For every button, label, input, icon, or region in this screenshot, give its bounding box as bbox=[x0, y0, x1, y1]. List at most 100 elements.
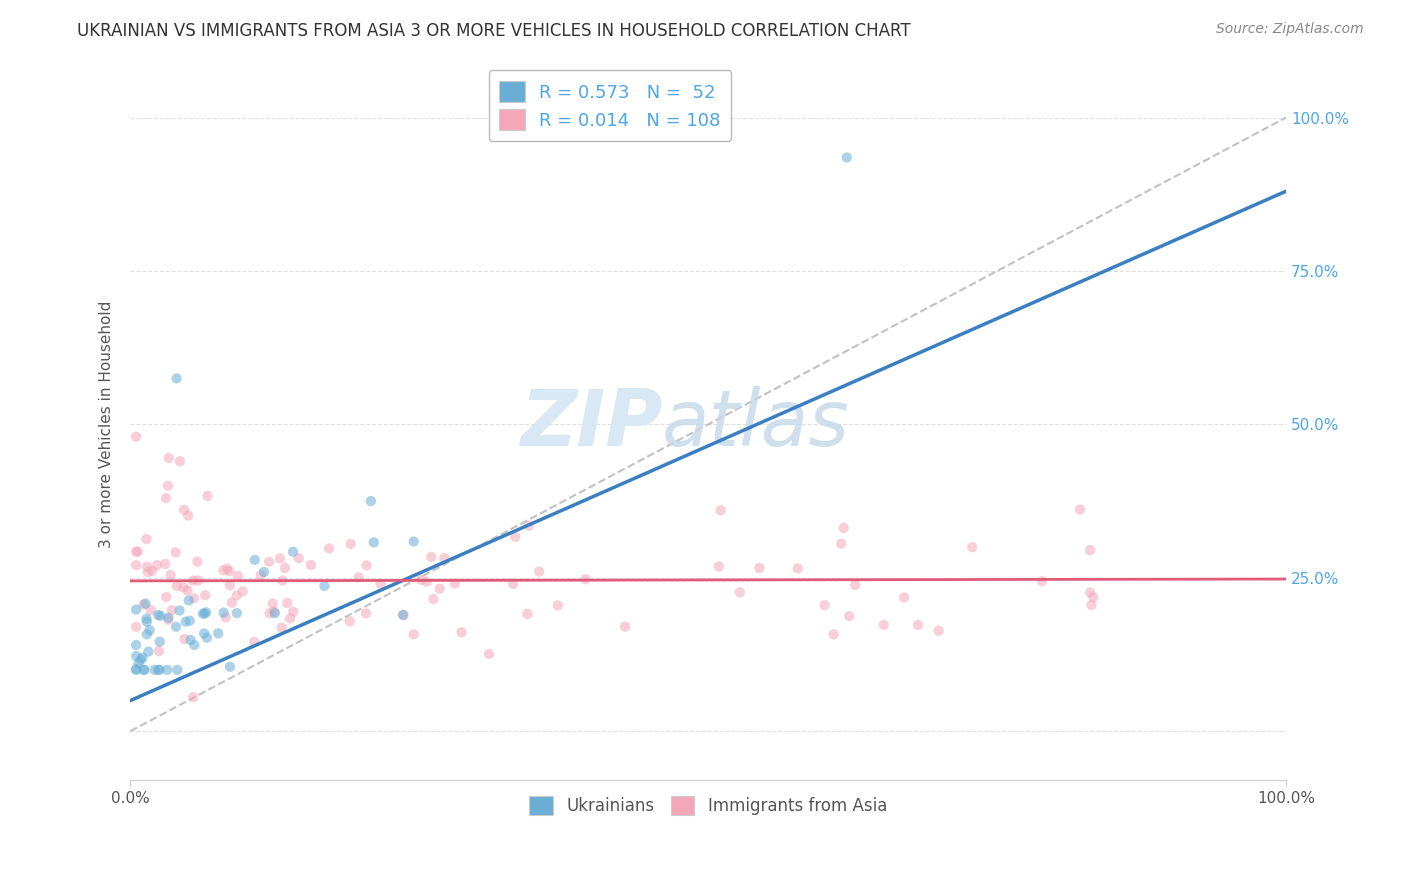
Point bbox=[823, 627, 845, 641]
Point bbox=[131, 650, 153, 665]
Point bbox=[363, 535, 385, 549]
Point bbox=[502, 577, 524, 591]
Point bbox=[243, 553, 266, 567]
Point bbox=[194, 588, 217, 602]
Point bbox=[207, 626, 229, 640]
Point bbox=[232, 584, 254, 599]
Point bbox=[907, 618, 929, 632]
Point bbox=[402, 627, 425, 641]
Point bbox=[149, 634, 172, 648]
Point bbox=[832, 521, 855, 535]
Point bbox=[786, 561, 808, 575]
Point bbox=[153, 557, 176, 571]
Point bbox=[262, 597, 284, 611]
Point bbox=[127, 544, 149, 558]
Point bbox=[155, 590, 177, 604]
Point bbox=[132, 663, 155, 677]
Point bbox=[249, 568, 271, 582]
Point bbox=[263, 606, 285, 620]
Point bbox=[129, 652, 152, 666]
Point bbox=[259, 607, 281, 621]
Point bbox=[149, 608, 172, 623]
Point bbox=[270, 621, 292, 635]
Point bbox=[547, 599, 569, 613]
Point bbox=[1031, 574, 1053, 589]
Point bbox=[195, 605, 218, 619]
Point bbox=[314, 579, 336, 593]
Point bbox=[181, 690, 204, 705]
Point bbox=[218, 564, 240, 578]
Point bbox=[183, 591, 205, 606]
Point bbox=[478, 647, 501, 661]
Point bbox=[287, 551, 309, 566]
Point bbox=[195, 631, 218, 645]
Point bbox=[274, 561, 297, 575]
Point bbox=[193, 626, 215, 640]
Point bbox=[392, 607, 415, 622]
Point bbox=[125, 430, 148, 444]
Point bbox=[411, 573, 433, 587]
Point bbox=[517, 518, 540, 533]
Point bbox=[928, 624, 950, 638]
Point bbox=[429, 582, 451, 596]
Point bbox=[186, 555, 208, 569]
Point bbox=[125, 663, 148, 677]
Point bbox=[135, 627, 157, 641]
Point bbox=[370, 576, 392, 591]
Point bbox=[215, 610, 238, 624]
Point bbox=[125, 662, 148, 676]
Point bbox=[1078, 543, 1101, 558]
Point bbox=[157, 611, 180, 625]
Point bbox=[183, 638, 205, 652]
Point bbox=[392, 608, 415, 623]
Point bbox=[574, 572, 596, 586]
Point bbox=[181, 574, 204, 588]
Point bbox=[136, 559, 159, 574]
Point bbox=[728, 585, 751, 599]
Point bbox=[748, 561, 770, 575]
Point bbox=[1078, 585, 1101, 599]
Point bbox=[135, 615, 157, 629]
Point bbox=[149, 663, 172, 677]
Point bbox=[225, 589, 247, 603]
Point bbox=[1083, 590, 1105, 604]
Point bbox=[160, 603, 183, 617]
Point bbox=[873, 617, 896, 632]
Point bbox=[138, 645, 160, 659]
Point bbox=[125, 620, 148, 634]
Point bbox=[177, 508, 200, 523]
Point bbox=[134, 597, 156, 611]
Point bbox=[156, 663, 179, 677]
Point bbox=[146, 558, 169, 573]
Point bbox=[844, 578, 866, 592]
Text: ZIP: ZIP bbox=[520, 386, 662, 462]
Point bbox=[173, 503, 195, 517]
Point bbox=[157, 450, 180, 465]
Point bbox=[893, 591, 915, 605]
Point bbox=[132, 598, 155, 612]
Point bbox=[157, 613, 180, 627]
Point bbox=[276, 596, 298, 610]
Point bbox=[212, 606, 235, 620]
Point bbox=[148, 644, 170, 658]
Point bbox=[148, 663, 170, 677]
Point bbox=[148, 608, 170, 623]
Point bbox=[219, 659, 242, 673]
Point bbox=[814, 598, 837, 612]
Point bbox=[217, 562, 239, 576]
Point bbox=[225, 606, 247, 620]
Point bbox=[1080, 598, 1102, 612]
Point bbox=[176, 583, 198, 598]
Point bbox=[433, 551, 456, 566]
Point bbox=[172, 581, 194, 595]
Point bbox=[179, 614, 201, 628]
Point bbox=[218, 578, 240, 592]
Point bbox=[253, 565, 276, 579]
Point bbox=[283, 605, 305, 619]
Point bbox=[347, 570, 370, 584]
Point bbox=[125, 638, 148, 652]
Point bbox=[299, 558, 322, 572]
Point bbox=[339, 614, 361, 628]
Point bbox=[174, 615, 197, 629]
Point bbox=[138, 623, 160, 637]
